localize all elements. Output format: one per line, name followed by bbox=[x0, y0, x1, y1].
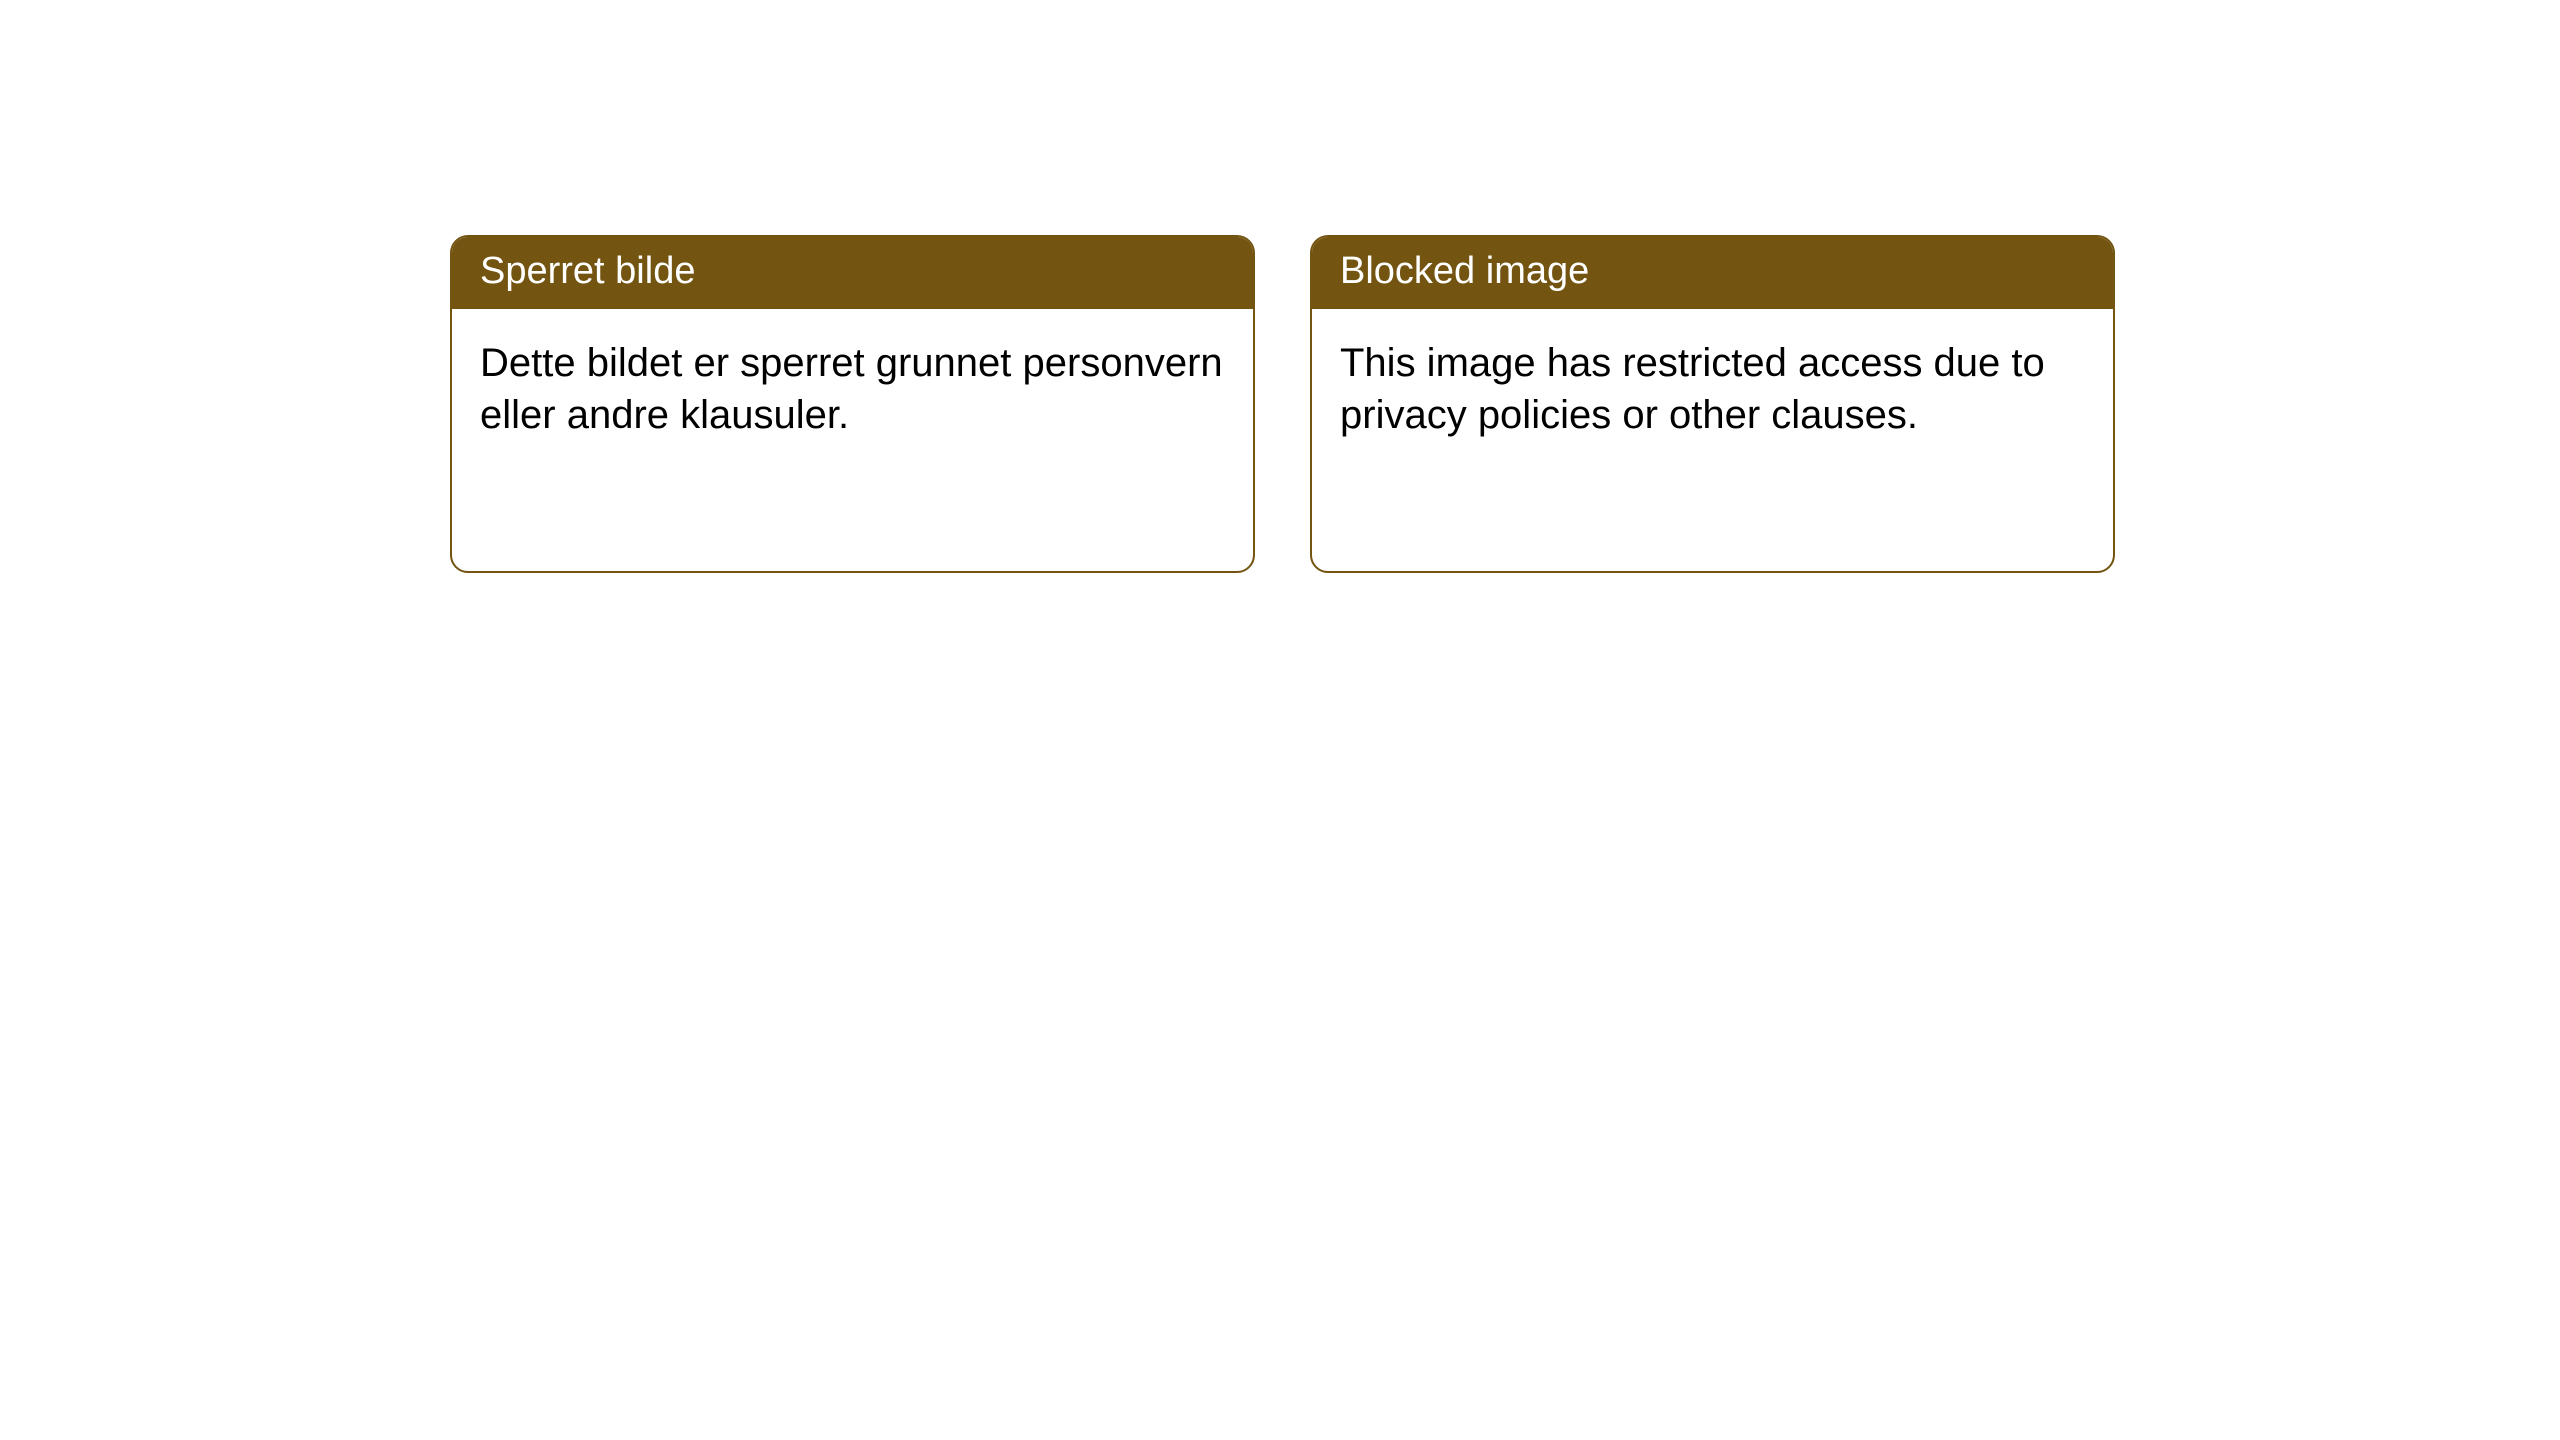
panels-container: Sperret bilde Dette bildet er sperret gr… bbox=[0, 0, 2560, 573]
blocked-image-panel-no: Sperret bilde Dette bildet er sperret gr… bbox=[450, 235, 1255, 573]
panel-header-no: Sperret bilde bbox=[452, 237, 1253, 309]
blocked-image-panel-en: Blocked image This image has restricted … bbox=[1310, 235, 2115, 573]
panel-header-en: Blocked image bbox=[1312, 237, 2113, 309]
panel-body-no: Dette bildet er sperret grunnet personve… bbox=[452, 309, 1253, 441]
panel-body-en: This image has restricted access due to … bbox=[1312, 309, 2113, 441]
